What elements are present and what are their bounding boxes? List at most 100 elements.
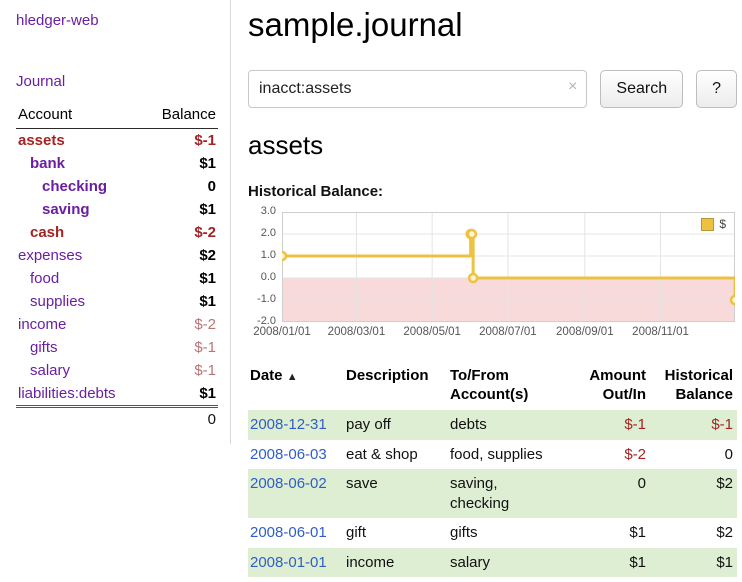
account-link[interactable]: food: [30, 270, 60, 287]
account-balance: $-1: [194, 339, 216, 356]
sidebar-item-journal[interactable]: Journal: [16, 73, 66, 90]
account-row: saving $1: [16, 198, 218, 221]
search-form: × Search ?: [248, 70, 737, 108]
account-balance: $1: [199, 155, 216, 172]
transaction-accounts: food, supplies: [450, 445, 543, 463]
account-link[interactable]: salary: [30, 362, 71, 379]
account-row: food $1: [16, 267, 218, 290]
legend-label: $: [719, 217, 726, 231]
app-title-link[interactable]: hledger-web: [16, 12, 99, 29]
account-link[interactable]: checking: [42, 178, 108, 195]
register-row: 2008-12-31 pay off debts $-1 $-1: [248, 410, 737, 440]
accounts-total-value: 0: [144, 405, 218, 431]
register-header-balance: Historical Balance: [664, 367, 733, 404]
transaction-date-link[interactable]: 2008-06-03: [250, 445, 327, 463]
y-axis-tick-label: -1.0: [257, 293, 276, 305]
transaction-accounts: salary: [450, 553, 491, 571]
x-axis-tick-label: 2008/03/01: [327, 326, 386, 338]
account-cell: checking: [16, 175, 144, 198]
account-row: income $-2: [16, 313, 218, 336]
account-cell: assets: [16, 129, 144, 153]
account-balance: 0: [207, 178, 216, 195]
register-table: Date ▲ Description To/From Account(s) Am…: [248, 364, 737, 578]
chart-legend: $: [697, 216, 730, 232]
account-balance: $1: [199, 201, 216, 218]
search-input-wrap: ×: [248, 70, 588, 108]
register-header-date[interactable]: Date ▲: [248, 364, 344, 410]
search-input[interactable]: [248, 70, 588, 108]
account-link[interactable]: liabilities:debts: [18, 385, 116, 402]
account-link[interactable]: assets: [18, 132, 65, 149]
account-balance: $-1: [194, 132, 216, 149]
transaction-accounts: gifts: [450, 524, 478, 542]
account-cell: income: [16, 313, 144, 336]
register-row: 2008-06-01 gift gifts $1 $2: [248, 518, 737, 548]
accounts-total-spacer: [16, 405, 145, 431]
search-button[interactable]: Search: [600, 70, 684, 108]
transaction-balance: $-1: [711, 416, 733, 434]
register-row: 2008-06-02 save saving, checking 0 $2: [248, 469, 737, 519]
register-body: 2008-12-31 pay off debts $-1 $-1 2008-06-03 ea…: [248, 410, 737, 578]
y-axis-tick-label: 1.0: [260, 249, 276, 261]
sort-ascending-icon: ▲: [286, 371, 298, 383]
account-link[interactable]: income: [18, 316, 67, 333]
transaction-date-link[interactable]: 2008-01-01: [250, 553, 327, 571]
account-balance: $-2: [194, 224, 216, 241]
accounts-total-row: 0: [16, 405, 218, 431]
account-balance: $1: [199, 293, 216, 310]
accounts-body: assets $-1 bank $1 checking 0 saving $1 cash $-2 e…: [16, 129, 218, 407]
transaction-date-link[interactable]: 2008-12-31: [250, 416, 327, 434]
register-header-amount: Amount Out/In: [589, 367, 646, 404]
accounts-header-balance: Balance: [144, 104, 218, 129]
account-cell: salary: [16, 359, 144, 382]
account-link[interactable]: supplies: [30, 293, 86, 310]
account-cell: liabilities:debts: [16, 382, 144, 407]
chart-title: Historical Balance:: [248, 183, 384, 200]
register-row: 2008-06-03 eat & shop food, supplies $-2 0: [248, 440, 737, 470]
x-axis-tick-label: 2008/09/01: [556, 326, 614, 338]
account-cell: food: [16, 267, 144, 290]
transaction-date-cell: 2008-12-31: [248, 410, 344, 440]
account-cell: bank: [16, 152, 144, 175]
transaction-amount: 0: [637, 475, 646, 493]
account-cell: cash: [16, 221, 144, 244]
transaction-balance: 0: [724, 445, 733, 463]
transaction-date-link[interactable]: 2008-06-01: [250, 524, 327, 542]
transaction-date-cell: 2008-06-03: [248, 440, 344, 470]
sidebar: hledger-web Journal Account Balance asse…: [0, 0, 231, 444]
y-axis-tick-label: 0.0: [260, 271, 276, 283]
transaction-balance: $1: [716, 553, 733, 571]
accounts-header-account: Account: [16, 104, 145, 129]
y-axis-tick-label: -2.0: [257, 315, 276, 327]
transaction-balance: $2: [716, 475, 733, 493]
x-axis-tick-label: 2008/05/01: [403, 326, 461, 338]
transaction-accounts: saving, checking: [450, 475, 510, 512]
page-title: sample.journal: [248, 6, 463, 43]
help-button[interactable]: ?: [696, 70, 737, 108]
account-link[interactable]: cash: [30, 224, 65, 241]
transaction-description: pay off: [346, 416, 391, 434]
account-cell: supplies: [16, 290, 144, 313]
transaction-description: eat & shop: [346, 445, 418, 463]
transaction-amount: $1: [629, 553, 646, 571]
account-balance: $1: [199, 385, 216, 402]
account-balance: $-1: [194, 362, 216, 379]
transaction-amount: $1: [629, 524, 646, 542]
transaction-date-cell: 2008-06-02: [248, 469, 344, 518]
transaction-balance: $2: [716, 524, 733, 542]
account-link[interactable]: saving: [42, 201, 90, 218]
account-link[interactable]: bank: [30, 155, 66, 172]
x-axis-tick-label: 2008/07/01: [479, 326, 537, 338]
account-link[interactable]: expenses: [18, 247, 83, 264]
account-heading: assets: [248, 130, 324, 160]
account-cell: gifts: [16, 336, 144, 359]
account-link[interactable]: gifts: [30, 339, 58, 356]
clear-search-icon[interactable]: ×: [568, 78, 578, 95]
transaction-date-link[interactable]: 2008-06-02: [250, 475, 327, 493]
accounts-header-row: Account Balance: [16, 104, 218, 129]
transaction-accounts: debts: [450, 416, 487, 434]
register-header-row: Date ▲ Description To/From Account(s) Am…: [248, 364, 737, 410]
register-header-description: Description: [346, 367, 429, 384]
account-row: bank $1: [16, 152, 218, 175]
main-content: sample.journal × Search ? assets Histori…: [248, 0, 737, 578]
